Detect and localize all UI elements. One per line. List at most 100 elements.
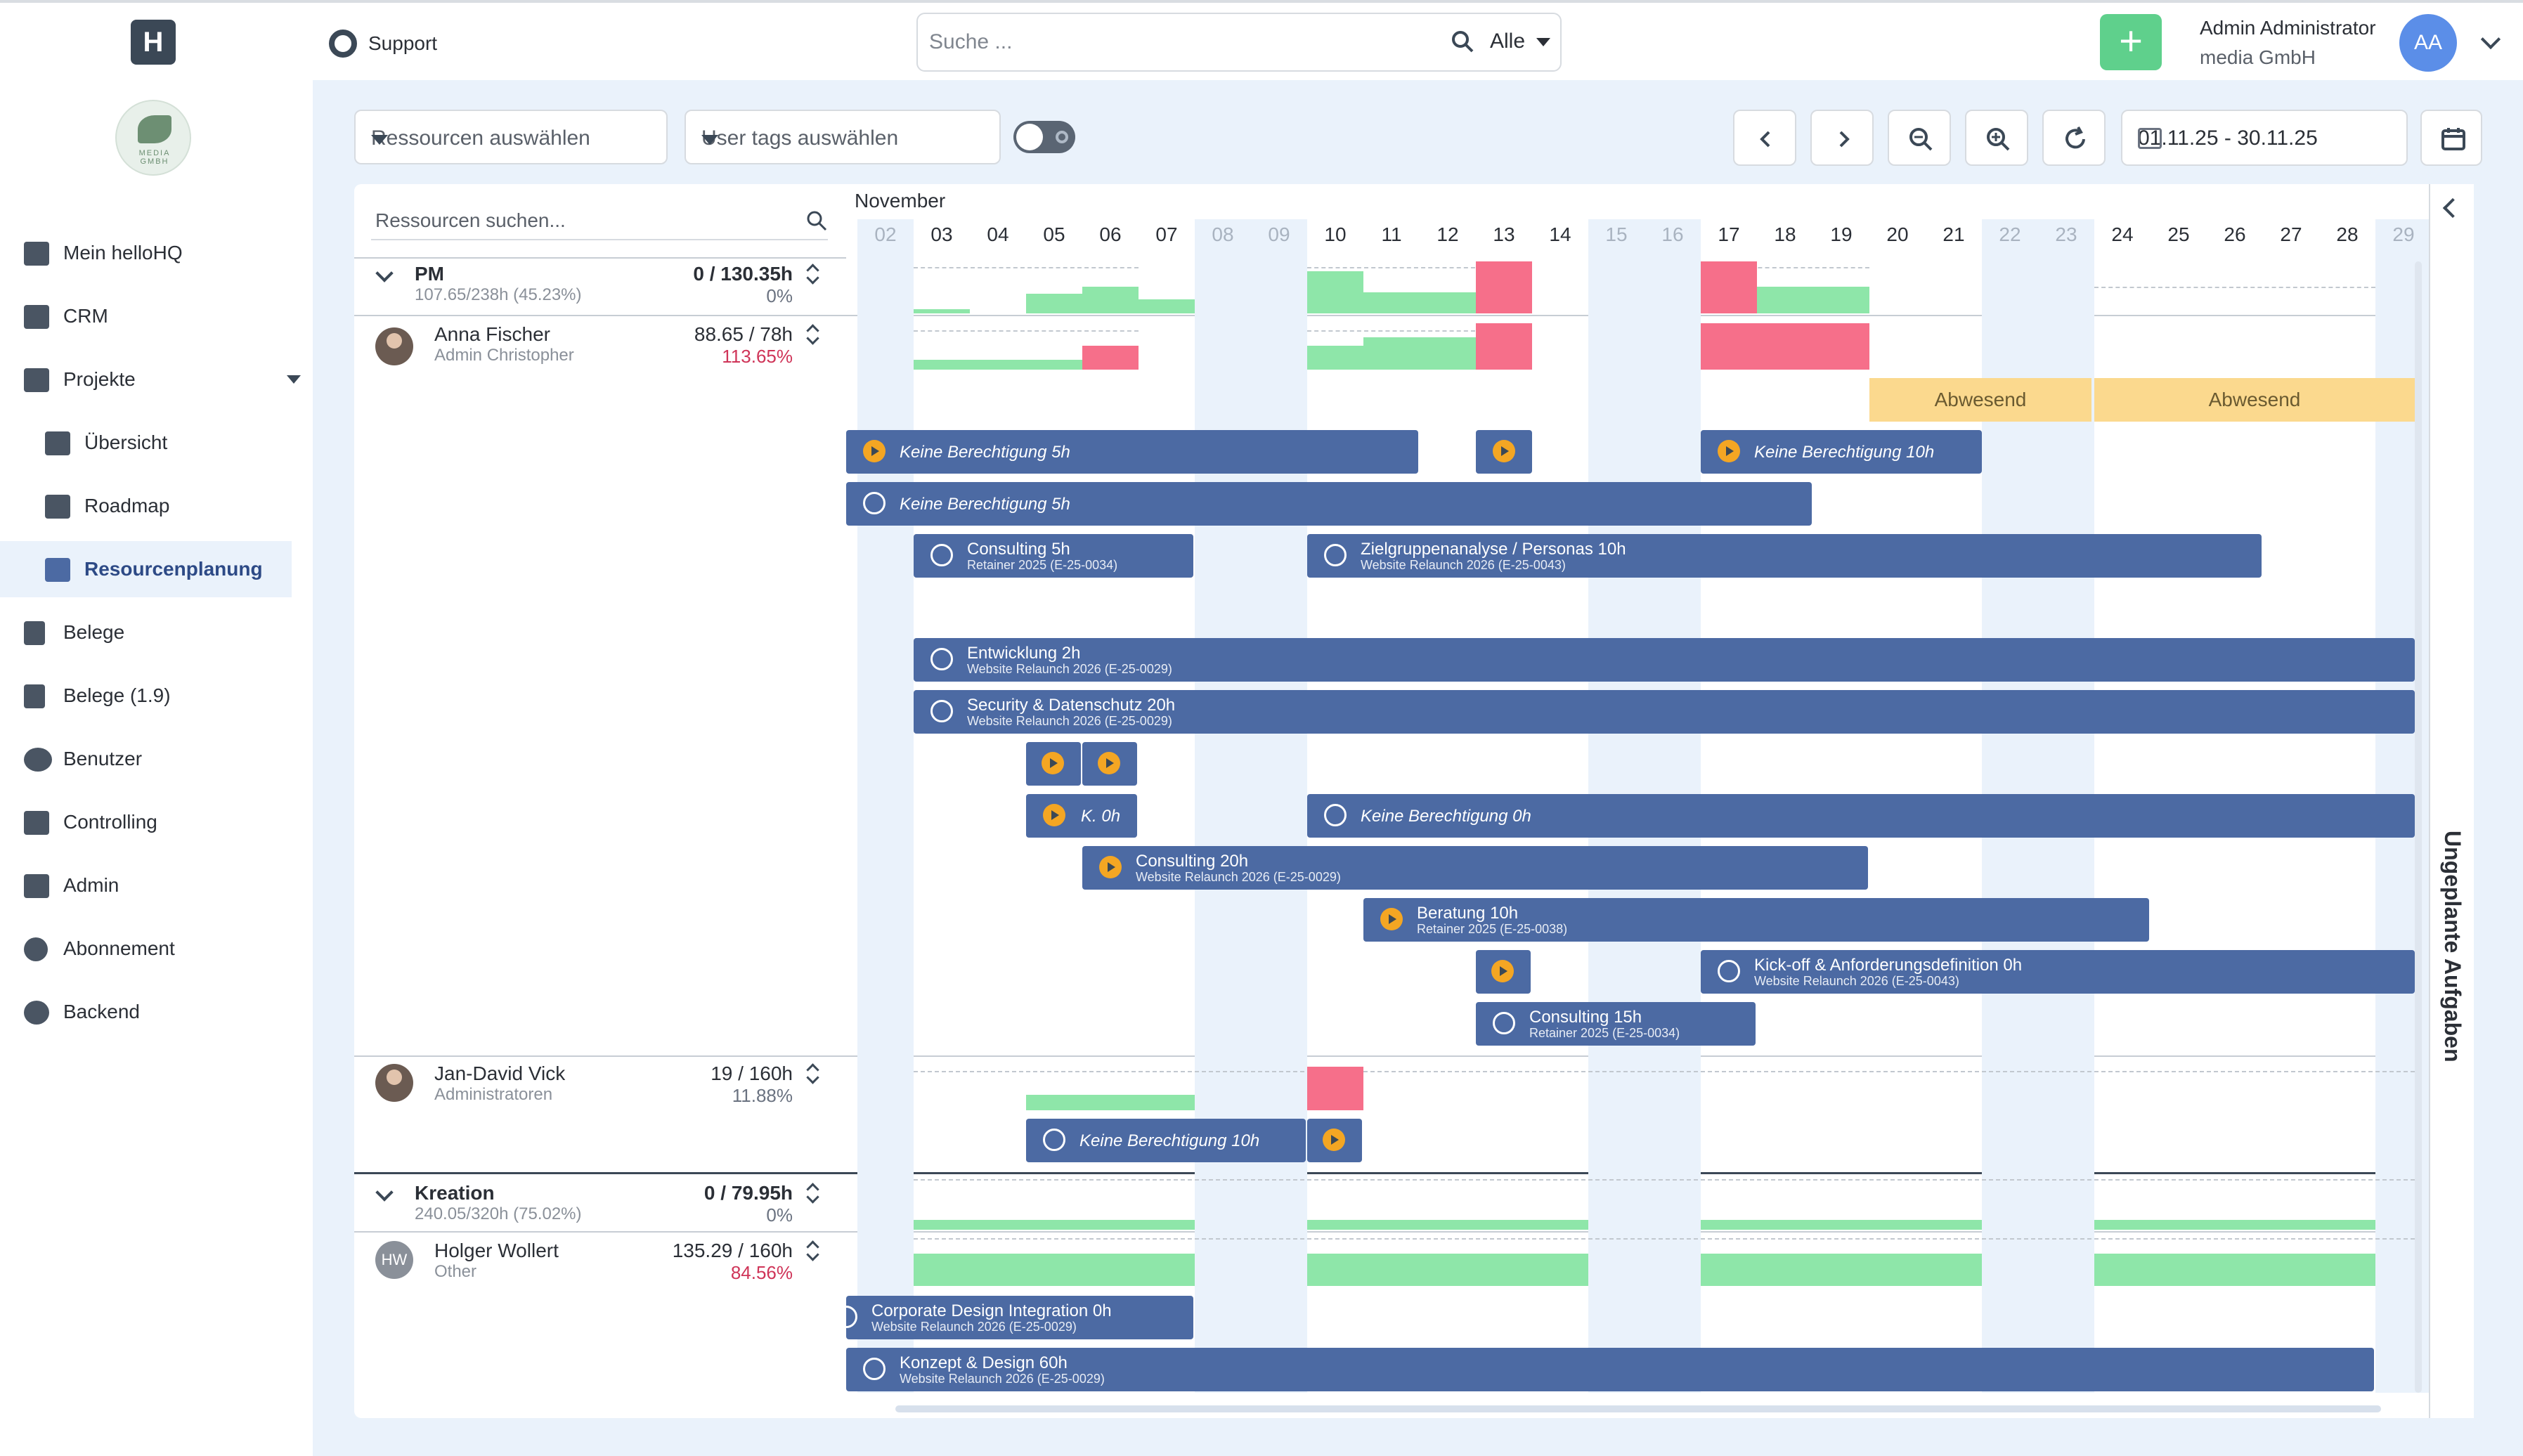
sidebar-item-backend[interactable]: Backend xyxy=(0,984,313,1040)
load-bar xyxy=(1307,346,1363,370)
task-bar[interactable]: Consulting 5h Retainer 2025 (E-25-0034) xyxy=(914,534,1193,578)
play-icon[interactable] xyxy=(1491,960,1514,982)
user-company: media GmbH xyxy=(2200,46,2316,68)
task-bar[interactable] xyxy=(1476,950,1531,994)
circle-icon[interactable] xyxy=(846,1306,857,1328)
sidebar-item-abonnement[interactable]: Abonnement xyxy=(0,921,313,977)
resource-search-input[interactable] xyxy=(375,207,769,235)
prev-button[interactable] xyxy=(1733,110,1796,166)
date-range-input[interactable]: 01.11.25 - 30.11.25 xyxy=(2121,110,2408,166)
vertical-scrollbar[interactable] xyxy=(2415,261,2422,1393)
play-icon[interactable] xyxy=(1323,1129,1345,1151)
sidebar-item-controlling[interactable]: Controlling xyxy=(0,794,313,850)
play-icon[interactable] xyxy=(1042,752,1064,774)
sidebar-item-belege[interactable]: Belege xyxy=(0,604,313,661)
hellohq-logo[interactable]: H xyxy=(131,20,176,65)
absence-block[interactable]: Abwesend xyxy=(1869,378,2091,422)
task-bar[interactable] xyxy=(1307,1119,1362,1162)
sidebar-item-resourcenplanung[interactable]: Resourcenplanung xyxy=(0,541,292,597)
zoom-in-button[interactable] xyxy=(1965,110,2028,166)
circle-icon[interactable] xyxy=(1043,1129,1065,1151)
play-icon[interactable] xyxy=(1493,440,1515,462)
task-bar[interactable]: Security & Datenschutz 20h Website Relau… xyxy=(914,690,2415,734)
chevron-down-icon[interactable] xyxy=(2480,29,2501,50)
capacity-line xyxy=(1701,267,1869,268)
sidebar-item-belege-19[interactable]: Belege (1.9) xyxy=(0,668,313,724)
sidebar-item-projekte[interactable]: Projekte xyxy=(0,351,313,408)
sidebar-item-roadmap[interactable]: Roadmap xyxy=(0,478,313,534)
task-bar[interactable]: Konzept & Design 60h Website Relaunch 20… xyxy=(846,1348,2374,1391)
sidebar-item-label: CRM xyxy=(63,305,108,327)
play-icon[interactable] xyxy=(1380,908,1403,930)
circle-icon[interactable] xyxy=(930,648,953,670)
horizontal-scrollbar[interactable] xyxy=(895,1405,2381,1412)
view-toggle[interactable] xyxy=(1013,121,1075,153)
controlling-icon xyxy=(24,811,49,835)
task-bar[interactable]: Beratung 10h Retainer 2025 (E-25-0038) xyxy=(1363,898,2149,942)
calendar-range-icon[interactable] xyxy=(2138,128,2162,149)
task-bar[interactable]: Keine Berechtigung 5h xyxy=(846,482,1812,526)
play-icon[interactable] xyxy=(1043,804,1065,826)
circle-icon[interactable] xyxy=(1493,1012,1515,1034)
resources-select[interactable]: Ressourcen auswählen xyxy=(354,110,668,164)
sort-icon[interactable] xyxy=(808,1062,817,1085)
task-bar[interactable]: Keine Berechtigung 5h xyxy=(846,430,1418,474)
task-bar[interactable]: Keine Berechtigung 10h xyxy=(1026,1119,1306,1162)
play-icon[interactable] xyxy=(1099,856,1122,878)
next-button[interactable] xyxy=(1810,110,1874,166)
sidebar-item-uebersicht[interactable]: Übersicht xyxy=(0,415,313,471)
sidebar-item-crm[interactable]: CRM xyxy=(0,288,313,344)
sort-icon[interactable] xyxy=(808,1182,817,1204)
absence-block[interactable]: Abwesend xyxy=(2094,378,2415,422)
task-bar[interactable] xyxy=(1082,742,1137,786)
collapse-chevron-icon[interactable] xyxy=(375,1183,394,1202)
task-bar[interactable]: Zielgruppenanalyse / Personas 10h Websit… xyxy=(1307,534,2262,578)
support-link[interactable]: Support xyxy=(329,28,437,59)
unplanned-tasks-title[interactable]: Ungeplante Aufgaben xyxy=(2440,831,2465,1062)
collapse-chevron-icon[interactable] xyxy=(375,264,394,282)
timeline: November 02 03 04 05 06 07 08 09 10 11 12 13 14 15 16 1… xyxy=(846,184,2432,1418)
task-bar[interactable]: Kick-off & Anforderungsdefinition 0h Web… xyxy=(1701,950,2415,994)
task-bar[interactable] xyxy=(1026,742,1081,786)
user-tags-select[interactable]: User tags auswählen xyxy=(685,110,1001,164)
tools-icon xyxy=(24,874,49,898)
task-project: Website Relaunch 2026 (E-25-0043) xyxy=(1754,974,1959,988)
circle-icon[interactable] xyxy=(863,1358,886,1380)
avatar[interactable]: AA xyxy=(2399,14,2457,72)
sort-icon[interactable] xyxy=(808,263,817,285)
task-bar[interactable] xyxy=(1476,430,1532,474)
search-input[interactable] xyxy=(929,27,1407,58)
task-title: Entwicklung 2h xyxy=(967,644,1081,663)
circle-icon[interactable] xyxy=(1324,804,1347,826)
task-bar[interactable]: Keine Berechtigung 0h xyxy=(1307,794,2415,838)
task-bar[interactable]: Corporate Design Integration 0h Website … xyxy=(846,1296,1193,1339)
task-bar[interactable]: K. 0h xyxy=(1026,794,1137,838)
circle-icon[interactable] xyxy=(863,492,886,514)
task-bar[interactable]: Keine Berechtigung 10h xyxy=(1701,430,1982,474)
task-bar[interactable]: Consulting 15h Retainer 2025 (E-25-0034) xyxy=(1476,1002,1756,1046)
search-scope-select[interactable]: Alle xyxy=(1490,30,1526,53)
calendar-button[interactable] xyxy=(2420,110,2482,166)
circle-icon[interactable] xyxy=(930,544,953,566)
add-button[interactable]: + xyxy=(2100,14,2162,70)
sort-icon[interactable] xyxy=(808,1240,817,1262)
circle-icon[interactable] xyxy=(1324,544,1347,566)
circle-icon[interactable] xyxy=(930,700,953,722)
sort-icon[interactable] xyxy=(808,323,817,346)
circle-icon[interactable] xyxy=(1718,960,1740,982)
sidebar-item-benutzer[interactable]: Benutzer xyxy=(0,731,313,787)
task-bar[interactable]: Entwicklung 2h Website Relaunch 2026 (E-… xyxy=(914,638,2415,682)
zoom-out-button[interactable] xyxy=(1888,110,1951,166)
play-icon[interactable] xyxy=(1718,440,1740,462)
sidebar-item-admin[interactable]: Admin xyxy=(0,857,313,914)
users-icon xyxy=(24,748,52,772)
task-bar[interactable]: Consulting 20h Website Relaunch 2026 (E-… xyxy=(1082,846,1868,890)
search-icon[interactable] xyxy=(1451,30,1474,53)
search-icon[interactable] xyxy=(805,209,828,232)
play-icon[interactable] xyxy=(1098,752,1120,774)
chevron-left-icon[interactable] xyxy=(2442,197,2463,219)
play-icon[interactable] xyxy=(863,440,886,462)
group-summary-kreation: 240.05/320h (75.02%) xyxy=(415,1204,582,1223)
sidebar-item-mein-hellohq[interactable]: Mein helloHQ xyxy=(0,225,313,281)
refresh-button[interactable] xyxy=(2042,110,2106,166)
